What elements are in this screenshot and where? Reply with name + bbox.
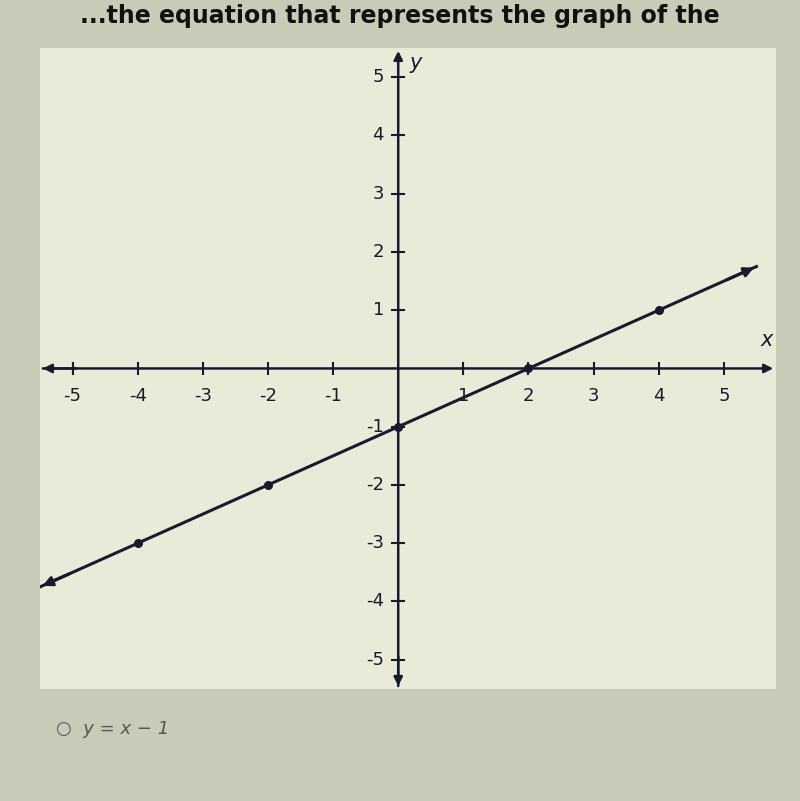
Text: 3: 3 <box>373 185 384 203</box>
Text: 2: 2 <box>373 243 384 261</box>
Text: y: y <box>410 53 422 73</box>
Text: 4: 4 <box>373 127 384 144</box>
Text: 2: 2 <box>522 387 534 405</box>
Text: x: x <box>760 330 773 350</box>
Text: -3: -3 <box>194 387 212 405</box>
Text: 4: 4 <box>653 387 665 405</box>
Text: 1: 1 <box>458 387 469 405</box>
Text: 5: 5 <box>718 387 730 405</box>
Text: -4: -4 <box>129 387 146 405</box>
Text: 1: 1 <box>373 301 384 320</box>
Text: -2: -2 <box>366 476 384 494</box>
Text: -1: -1 <box>366 417 384 436</box>
Text: 5: 5 <box>373 68 384 87</box>
Text: -5: -5 <box>366 650 384 669</box>
Text: ○  y = x − 1: ○ y = x − 1 <box>56 720 170 738</box>
Text: -5: -5 <box>63 387 82 405</box>
Text: -1: -1 <box>324 387 342 405</box>
Text: ...the equation that represents the graph of the: ...the equation that represents the grap… <box>80 4 720 28</box>
Text: -3: -3 <box>366 534 384 552</box>
Text: -2: -2 <box>259 387 277 405</box>
Text: 3: 3 <box>588 387 599 405</box>
Text: -4: -4 <box>366 593 384 610</box>
